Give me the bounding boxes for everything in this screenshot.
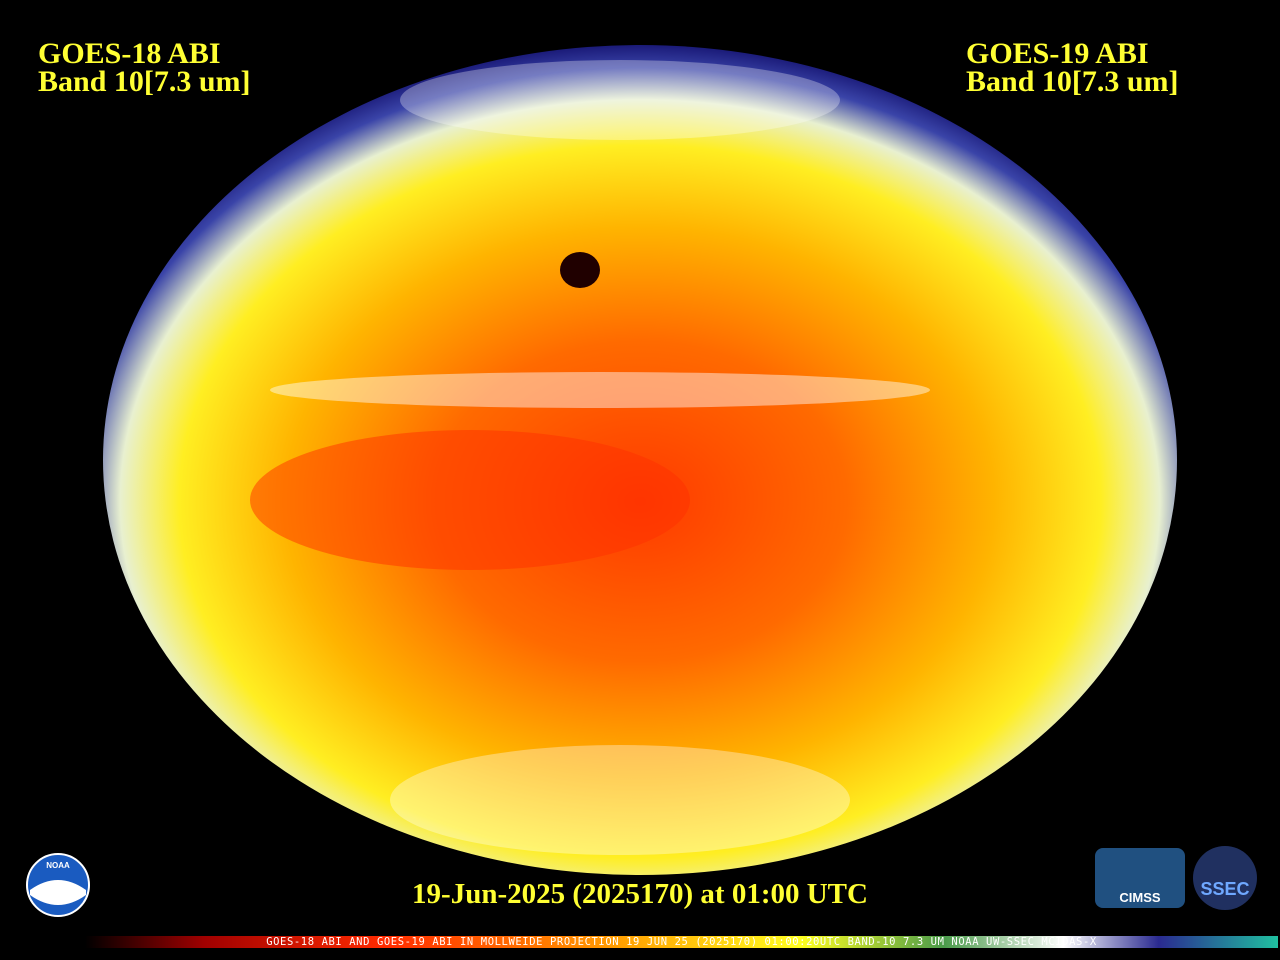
label-line: GOES-18 ABI xyxy=(38,37,221,70)
timestamp: 19-Jun-2025 (2025170) at 01:00 UTC xyxy=(412,878,868,910)
ssec-logo xyxy=(1193,846,1257,910)
cloud-south xyxy=(390,745,850,855)
label-line: Band 10[7.3 um] xyxy=(966,65,1179,98)
left-label: GOES-18 ABI Band 10[7.3 um] xyxy=(38,37,251,98)
label-line: GOES-19 ABI xyxy=(966,37,1149,70)
cloud-band xyxy=(270,372,930,408)
right-label: GOES-19 ABI Band 10[7.3 um] xyxy=(966,37,1179,98)
ssec-text: SSEC xyxy=(1200,879,1249,899)
label-line: Band 10[7.3 um] xyxy=(38,65,251,98)
colorbar-caption: GOES-18 ABI AND GOES-19 ABI IN MOLLWEIDE… xyxy=(266,936,1097,948)
noaa-text: NOAA xyxy=(46,861,70,870)
noaa-logo-wave xyxy=(30,880,86,905)
dry-region xyxy=(250,430,690,570)
cimss-text: CIMSS xyxy=(1119,890,1161,905)
cimss-logo xyxy=(1095,848,1185,908)
dark-spot xyxy=(560,252,600,288)
colorbar xyxy=(85,936,1278,948)
cloud-north xyxy=(400,60,840,140)
